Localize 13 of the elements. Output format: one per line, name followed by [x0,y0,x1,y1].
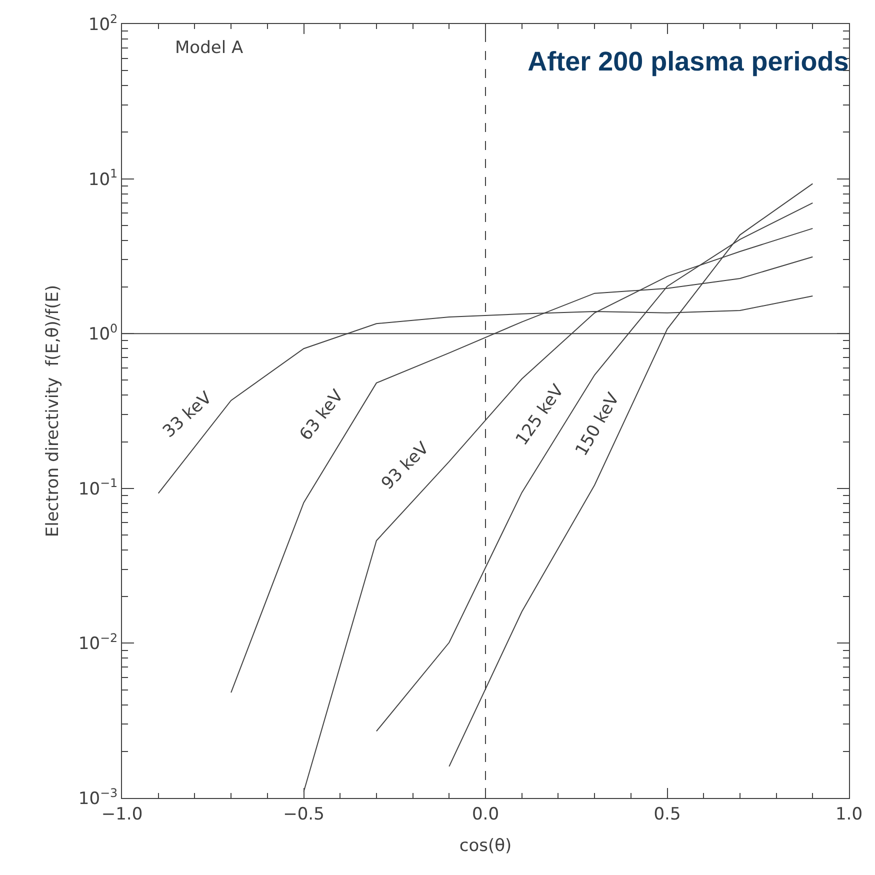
x-tick-label: 0.5 [654,804,681,824]
text: After 200 plasma periods [528,46,849,77]
x-tick-label: 0.0 [472,804,500,824]
y-tick-label: 10$^{2}$ [88,12,118,35]
y-tick-label: 10$^{−1}$ [78,476,118,500]
x-axis-title: cos(θ) [459,836,512,856]
x-tick-label: −0.5 [283,804,324,824]
y-axis-title: Electron directivity f(E,θ)/f(E) [42,284,63,538]
y-tick-label: 10$^{0}$ [88,321,118,345]
annotation: Model A [175,38,244,58]
y-tick-label: 10$^{−2}$ [78,631,118,654]
y-tick-label: 10$^{1}$ [88,166,118,190]
x-tick-label: 1.0 [835,804,863,824]
